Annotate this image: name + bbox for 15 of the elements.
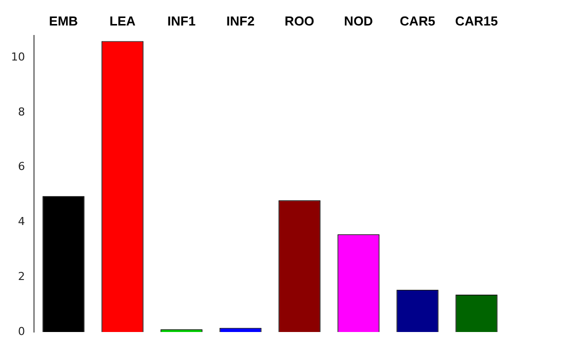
x-tick-label: LEA <box>110 13 136 28</box>
y-tick-label: 4 <box>18 215 25 228</box>
x-tick-label: CAR5 <box>400 13 436 28</box>
y-tick-label: 10 <box>10 50 25 64</box>
bar <box>42 196 84 332</box>
x-tick-label: ROO <box>284 13 314 28</box>
y-tick-label: 8 <box>18 105 25 118</box>
y-tick-label: 0 <box>18 324 25 338</box>
x-tick-label: INF2 <box>226 13 255 28</box>
x-tick-label: NOD <box>344 13 373 28</box>
y-tick-label: 2 <box>18 270 25 283</box>
x-tick-label: CAR15 <box>455 13 498 28</box>
x-tick-label: INF1 <box>167 13 196 28</box>
y-tick-label: 6 <box>18 160 25 174</box>
x-tick-label: EMB <box>49 13 78 28</box>
